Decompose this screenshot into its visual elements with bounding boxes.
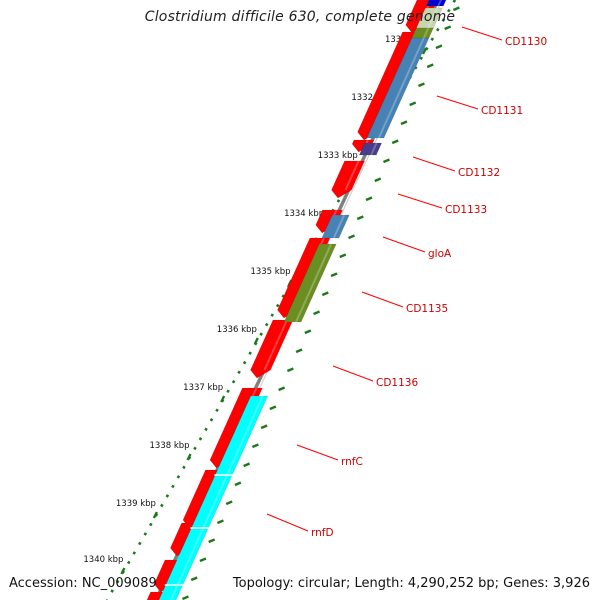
gene-label-CD1133: CD1133 [445,204,487,216]
gene-label-leader [266,513,309,532]
ruler-major-tick [253,337,259,345]
gene-label-CD1132: CD1132 [458,167,500,179]
reverse-cds-4-shade [377,37,425,139]
reverse-cds-7 [283,243,337,323]
minor-tick [216,519,224,525]
forward-cds-4-shade [344,160,360,191]
reverse-cds-8 [158,395,269,600]
reverse-cds-5-body [358,142,383,156]
minor-tick [409,101,417,107]
minor-tick [417,82,425,88]
minor-tick [251,443,259,449]
feature-tracks [146,0,460,600]
ruler-major-tick [421,47,428,55]
minor-tick [321,291,329,297]
minor-tick [190,576,198,582]
minor-tick [295,348,303,354]
minor-tick [339,253,347,259]
minor-tick [269,405,277,411]
ruler-label: 1332 kbp [351,93,391,103]
forward-cds-7 [250,319,294,379]
forward-cds-4-body [331,160,366,199]
forward-cds-4 [331,160,366,199]
reverse-cds-5 [358,142,383,156]
gene-label-rnfC: rnfC [341,456,363,468]
accession-label: Accession: NC_009089 [9,576,157,591]
gene-label-CD1130: CD1130 [505,36,547,48]
minor-tick [348,234,355,240]
gene-labels: CD1130 CD1131 CD1132 CD1133 gloA CD1135 CD1136… [266,26,547,539]
ruler-label: 1339 kbp [116,499,156,509]
gene-label-leader [436,95,479,110]
gene-label-CD1136: CD1136 [376,377,418,389]
reverse-cds-7-body [283,243,337,323]
reverse-cds-1-shade [437,0,442,7]
reverse-cds-4-body [366,37,430,139]
reverse-cds-1 [425,0,447,7]
ruler-label: 1337 kbp [183,383,223,393]
gene-label-leader [461,26,503,41]
ruler-label: 1338 kbp [150,441,190,451]
forward-cds-7-shade [263,319,288,371]
minor-tick [278,386,286,392]
minor-tick [444,25,452,31]
minor-tick [330,272,338,278]
reverse-cds-2-shade [427,7,439,29]
reverse-cds-6 [321,214,350,239]
reverse-cds-1-body [425,0,447,7]
ruler-label: 1336 kbp [217,325,257,335]
minor-tick [199,557,207,563]
minor-tick [313,310,321,316]
minor-tick [225,500,233,506]
gene-label-CD1131: CD1131 [481,105,523,117]
minor-tick [286,367,294,373]
ruler-major-tick [152,511,158,519]
ruler-label: 1333 kbp [318,151,358,161]
minor-tick [356,215,364,221]
ruler-label: 1334 kbp [284,209,324,219]
ruler-label: 1340 kbp [83,555,123,565]
minor-tick [365,196,373,202]
gene-label-leader [382,236,426,253]
minor-tick [374,177,382,183]
reverse-cds-6-body [321,214,350,239]
reverse-cds-5-shade [370,142,378,156]
ruler-major-tick [220,395,226,403]
forward-cds-7-body [250,319,294,379]
gene-label-leader [332,365,374,382]
gene-label-leader [397,193,443,209]
map-title: Clostridium difficile 630, complete geno… [144,9,456,25]
ruler-label: 1335 kbp [250,267,290,277]
minor-tick [435,44,443,50]
gene-label-CD1135: CD1135 [406,303,448,315]
reverse-cds-3-shade [422,27,430,39]
minor-tick [243,462,251,468]
gene-label-leader [412,156,456,172]
ruler-major-tick [186,453,192,461]
reverse-cds-8-shade [169,395,264,600]
minor-tick [400,120,408,126]
minor-tick [260,424,268,430]
minor-tick [426,63,434,69]
gene-label-gloA: gloA [428,248,452,260]
minor-tick [208,538,216,544]
reverse-cds-6-shade [332,214,346,239]
genome-summary: Topology: circular; Length: 4,290,252 bp… [232,576,590,591]
reverse-cds-4 [366,37,430,139]
gene-label-rnfD: rnfD [311,527,334,539]
ruler-major-tick [120,567,126,575]
minor-tick [391,139,399,145]
minor-tick [234,481,242,487]
minor-tick [452,6,460,12]
gene-label-leader [361,291,404,308]
gene-label-leader [296,444,339,461]
reverse-cds-8-body [158,395,269,600]
reverse-cds-7-shade [295,243,333,323]
minor-tick [383,158,390,164]
minor-tick [181,595,189,600]
minor-tick [304,329,312,335]
